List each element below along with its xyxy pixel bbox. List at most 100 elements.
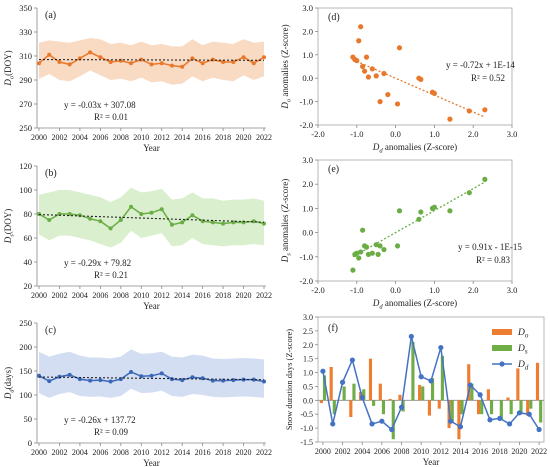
bar-Ds (450, 400, 454, 423)
scatter-point (396, 208, 403, 214)
x-tick-label: 2004 (354, 447, 370, 456)
x-axis-label: Year (423, 457, 440, 467)
y-label-main: D (280, 255, 290, 263)
bar-Ds (391, 400, 395, 440)
panel-label: (c) (45, 325, 56, 336)
data-point (108, 226, 113, 231)
y-tick-label: 2.5 (303, 327, 313, 336)
y-tick-label: 0 (28, 438, 32, 448)
y-tick-label: 250 (19, 318, 32, 328)
data-point (159, 61, 164, 66)
point-Dd (457, 424, 464, 430)
x-tick-label: 2022 (256, 291, 272, 300)
scatter-point (360, 227, 366, 233)
point-Dd (359, 394, 365, 401)
bar-Ds (381, 400, 386, 415)
bar-Do (486, 389, 490, 401)
legend-label-sub: o (525, 332, 529, 340)
scatter-point (377, 99, 383, 105)
scatter-point (431, 90, 437, 97)
data-point (251, 219, 256, 224)
bar-Ds (352, 383, 356, 401)
x-tick-label: 2002 (51, 448, 67, 457)
x-tick-label: -1.0 (350, 285, 363, 295)
x-tick-label: 2016 (195, 291, 211, 300)
legend-label-main: D (517, 360, 525, 370)
data-point (98, 219, 103, 224)
data-point (200, 61, 205, 66)
x-tick-label: 2000 (31, 133, 47, 142)
x-tick-label: 2000 (315, 447, 331, 456)
x-label-sub: d (379, 304, 383, 311)
bar-Ds (332, 400, 336, 415)
y-tick-label: 150 (19, 366, 32, 376)
y-tick-label: 270 (19, 99, 32, 109)
legend-label: Do (517, 328, 529, 340)
x-tick-label: 2006 (92, 133, 108, 142)
y-tick-label: 1.0 (303, 369, 313, 378)
x-tick-label: 2016 (195, 448, 211, 457)
bar-Ds (470, 383, 474, 401)
panel-label: (f) (328, 323, 338, 334)
x-tick-label: 2006 (92, 448, 108, 457)
legend-label: Dd (517, 360, 529, 372)
y-tick-label: 2.0 (302, 179, 313, 189)
bar-Do (457, 400, 461, 440)
y-axis-label: Snow duration days (Z-score) (284, 329, 294, 430)
data-point (190, 213, 195, 218)
x-label-main: D (372, 142, 380, 152)
bar-Do (535, 362, 540, 401)
x-tick-label: 2010 (133, 133, 149, 142)
legend-swatch (492, 329, 512, 335)
y-tick-label: 290 (19, 75, 32, 85)
bar-Do (378, 383, 382, 401)
trend-equation: y = -0.03x + 307.08 (64, 100, 136, 110)
x-axis-label: Dd anomalies (Z-score) (372, 142, 457, 155)
trend-line (352, 181, 486, 258)
bar-Do (329, 367, 333, 401)
plot-frame (317, 159, 513, 282)
data-point (262, 55, 266, 60)
y-label-rest: anomalies (Z-score) (280, 179, 290, 253)
y-tick-label: -1.0 (300, 424, 313, 433)
r-squared: R² = 0.21 (94, 270, 128, 280)
data-point (231, 60, 236, 64)
plot-frame (317, 316, 545, 443)
bar-Ds (322, 375, 327, 401)
bar-Ds (480, 400, 484, 415)
x-tick-label: 2004 (72, 133, 88, 142)
y-tick-label: 20 (24, 281, 33, 291)
point-Dd (379, 418, 385, 424)
data-point (241, 55, 246, 60)
x-tick-label: 2004 (72, 448, 88, 457)
x-tick-label: 2000 (31, 291, 47, 300)
scatter-point (369, 250, 375, 256)
point-Dd (497, 415, 503, 421)
x-tick-label: 2002 (51, 291, 67, 300)
bar-Do (319, 400, 323, 404)
y-label-unit: (DOY) (3, 50, 13, 76)
y-tick-label: -1.0 (300, 97, 313, 107)
data-point (57, 60, 62, 64)
data-point (159, 371, 164, 376)
scatter-point (482, 107, 488, 113)
y-tick-label: 200 (19, 342, 32, 352)
point-Dd (320, 368, 326, 374)
scatter-point (447, 208, 453, 214)
y-label-sub: o (9, 75, 16, 79)
x-tick-label: 2020 (511, 447, 527, 456)
data-point (159, 207, 164, 212)
y-label-sub: o (286, 98, 293, 102)
trend-equation: y = -0.26x + 137.72 (64, 415, 136, 425)
bar-Ds (421, 386, 425, 401)
bar-Ds (529, 400, 533, 409)
y-tick-label: 120 (19, 161, 32, 171)
point-Dd (516, 410, 523, 416)
trend-equation: y = -0.72x + 1E-14 (446, 60, 515, 70)
r-squared: R² = 0.52 (471, 73, 505, 83)
y-tick-label: 0.0 (302, 73, 313, 83)
y-tick-label: 0.5 (303, 382, 313, 391)
scatter-point (396, 45, 403, 51)
point-Dd (448, 418, 454, 424)
data-point (221, 221, 226, 226)
